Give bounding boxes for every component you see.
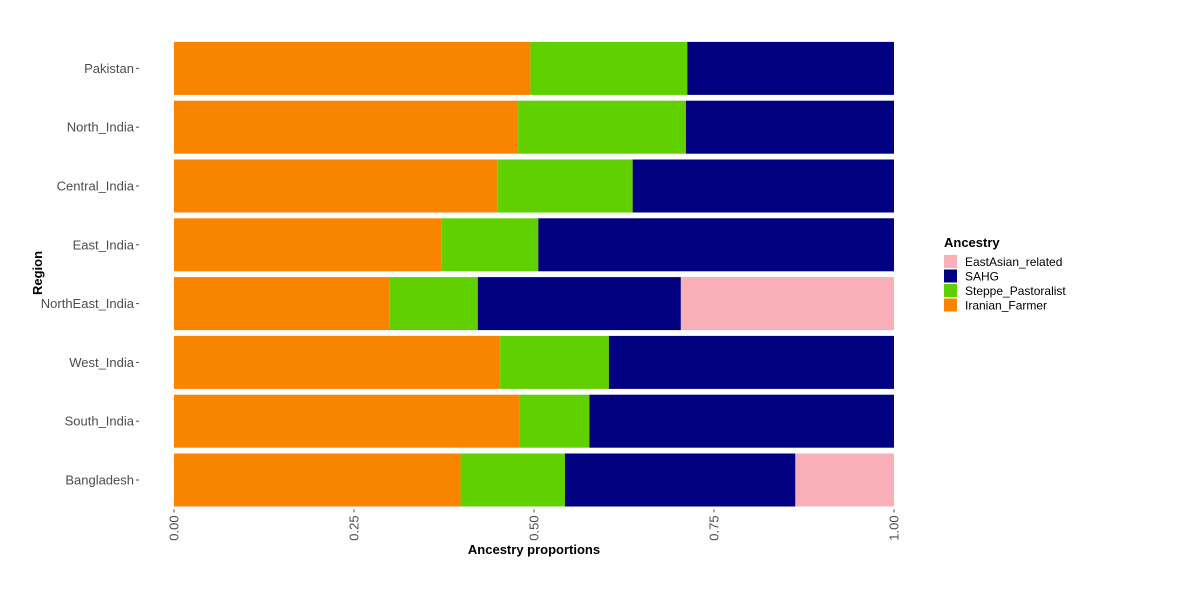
bar-bangladesh-sahg <box>564 453 796 507</box>
bar-west-india-sahg <box>608 335 894 389</box>
bar-pakistan-sahg <box>687 41 894 95</box>
y-tick-label-central-india: Central_India <box>57 179 135 194</box>
bar-south-india-steppe-pastoralist <box>519 394 590 448</box>
bar-northeast-india-iranian-farmer <box>174 277 390 331</box>
x-tick-label-4: 1.00 <box>887 515 902 540</box>
x-tick-label-2: 0.50 <box>527 515 542 540</box>
y-tick-label-east-india: East_India <box>73 237 135 252</box>
bar-south-india-sahg <box>589 394 894 448</box>
legend-key-iranian-farmer <box>944 298 957 312</box>
y-axis: Pakistan North_India Central_India East_Ind… <box>41 61 139 488</box>
bar-northeast-india-sahg <box>477 277 681 331</box>
legend-label-steppe-pastoralist: Steppe_Pastoralist <box>965 284 1066 298</box>
bar-north-india-sahg <box>685 100 894 154</box>
legend-key-steppe-pastoralist <box>944 284 957 297</box>
bar-bangladesh-eastasian-related <box>795 453 894 507</box>
x-axis: 0.00 0.25 0.50 0.75 1.00 <box>167 509 902 541</box>
legend-key-sahg <box>944 269 957 283</box>
bar-north-india-iranian-farmer <box>174 100 519 154</box>
legend-key-eastasian-related <box>944 255 957 268</box>
y-tick-label-west-india: West_India <box>69 355 135 370</box>
y-tick-label-north-india: North_India <box>67 120 135 135</box>
bar-bangladesh-iranian-farmer <box>174 453 461 507</box>
bar-east-india-sahg <box>538 218 894 272</box>
y-tick-label-south-india: South_India <box>65 414 135 429</box>
legend: Ancestry EastAsian_relatedSAHGSteppe_Pas… <box>944 235 1066 313</box>
bar-west-india-iranian-farmer <box>174 335 501 389</box>
legend-title: Ancestry <box>944 235 1000 250</box>
legend-label-eastasian-related: EastAsian_related <box>965 255 1062 269</box>
x-axis-title: Ancestry proportions <box>468 542 600 557</box>
x-tick-label-1: 0.25 <box>347 515 362 540</box>
bar-east-india-iranian-farmer <box>174 218 442 272</box>
bar-west-india-steppe-pastoralist <box>500 335 609 389</box>
bar-central-india-iranian-farmer <box>174 159 498 213</box>
bar-northeast-india-eastasian-related <box>680 277 894 331</box>
bar-northeast-india-steppe-pastoralist <box>389 277 478 331</box>
bars-layer <box>174 41 894 507</box>
y-axis-title: Region <box>30 251 45 295</box>
bar-pakistan-iranian-farmer <box>174 41 531 95</box>
legend-label-sahg: SAHG <box>965 270 999 284</box>
bar-central-india-sahg <box>632 159 894 213</box>
bar-south-india-iranian-farmer <box>174 394 520 448</box>
bar-east-india-steppe-pastoralist <box>441 218 539 272</box>
bar-bangladesh-steppe-pastoralist <box>460 453 565 507</box>
x-tick-label-3: 0.75 <box>707 515 722 540</box>
x-tick-label-0: 0.00 <box>167 515 182 540</box>
bar-central-india-steppe-pastoralist <box>497 159 633 213</box>
y-tick-label-northeast-india: NorthEast_India <box>41 296 135 311</box>
legend-label-iranian-farmer: Iranian_Farmer <box>965 299 1047 313</box>
y-tick-label-bangladesh: Bangladesh <box>65 473 134 488</box>
y-tick-label-pakistan: Pakistan <box>84 61 134 76</box>
bar-pakistan-steppe-pastoralist <box>530 41 688 95</box>
bar-north-india-steppe-pastoralist <box>518 100 686 154</box>
